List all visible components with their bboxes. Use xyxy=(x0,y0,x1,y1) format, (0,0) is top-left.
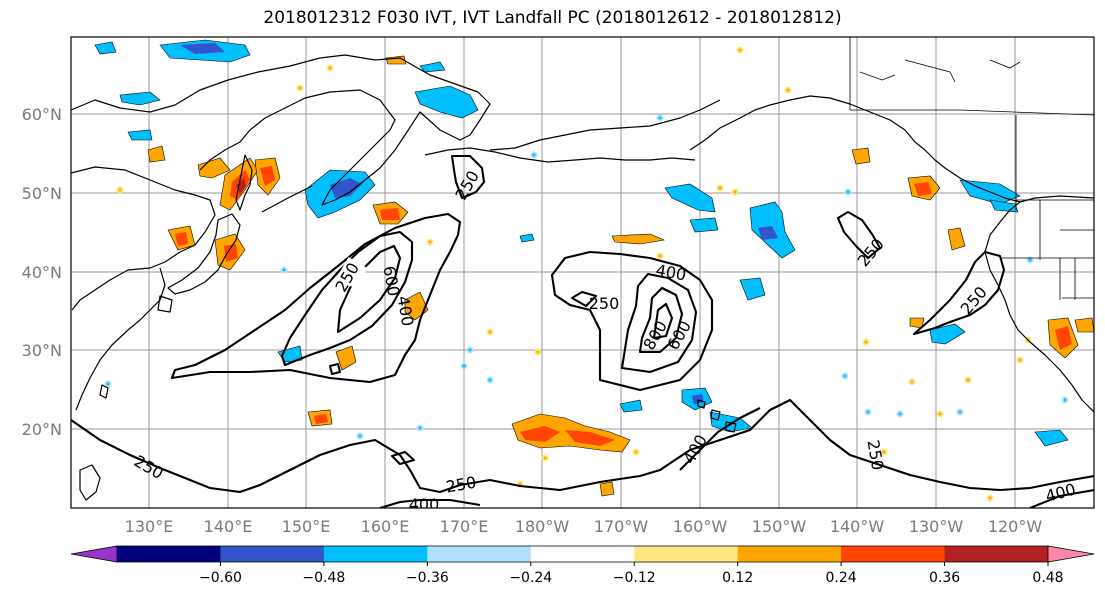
lat-label: 40°N xyxy=(22,263,62,282)
colorbar-segment xyxy=(427,546,532,562)
map-title: 2018012312 F030 IVT, IVT Landfall PC (20… xyxy=(263,8,842,28)
colorbar-extend-low xyxy=(70,545,118,563)
map-frame xyxy=(70,36,1095,509)
colorbar-tick-label: −0.24 xyxy=(509,570,552,586)
colorbar-segment xyxy=(841,546,946,562)
colorbar-segment xyxy=(117,546,221,562)
lon-label: 180°W xyxy=(515,517,570,536)
colorbar-tick-label: −0.12 xyxy=(613,570,656,586)
graticule xyxy=(71,37,1094,508)
colorbar-tick-label: 0.48 xyxy=(1032,570,1063,586)
lon-label: 170°E xyxy=(440,517,489,536)
latitude-labels: 60°N 50°N 40°N 30°N 20°N xyxy=(22,105,62,439)
colorbar-segment xyxy=(634,546,739,562)
lon-label: 140°W xyxy=(830,517,885,536)
contour-label: 400 xyxy=(409,495,440,514)
colorbar-extend-high xyxy=(1047,545,1095,563)
lat-label: 60°N xyxy=(22,105,62,124)
longitude-labels: 130°E 140°E 150°E 160°E 170°E 180°W 170°… xyxy=(125,517,1043,536)
lon-label: 130°E xyxy=(125,517,174,536)
colorbar-segment xyxy=(323,546,428,562)
colorbar: −0.60 −0.48 −0.36 −0.24 −0.12 0.12 0.24 0.36 0.4… xyxy=(70,545,1095,586)
lon-label: 160°W xyxy=(673,517,728,536)
lon-label: 120°W xyxy=(988,517,1043,536)
colorbar-tick-label: −0.36 xyxy=(406,570,449,586)
colorbar-tick-label: 0.24 xyxy=(826,570,857,586)
coastlines xyxy=(71,54,1094,501)
lat-label: 20°N xyxy=(22,420,62,439)
shading-patches xyxy=(94,39,1094,502)
lon-label: 130°W xyxy=(909,517,964,536)
colorbar-tick-label: −0.60 xyxy=(199,570,242,586)
lat-label: 30°N xyxy=(22,341,62,360)
lon-label: 150°E xyxy=(282,517,331,536)
lon-label: 140°E xyxy=(204,517,253,536)
colorbar-segment xyxy=(944,546,1049,562)
colorbar-tick-label: −0.48 xyxy=(302,570,345,586)
ivt-contours xyxy=(71,154,1094,508)
colorbar-outline xyxy=(117,545,1048,563)
colorbar-tick-label: 0.36 xyxy=(929,570,960,586)
lat-label: 50°N xyxy=(22,184,62,203)
colorbar-segment xyxy=(737,546,842,562)
lon-label: 150°W xyxy=(752,517,807,536)
colorbar-segment xyxy=(530,546,635,562)
contour-label: 250 xyxy=(589,294,620,313)
colorbar-tick-label: 0.12 xyxy=(722,570,753,586)
colorbar-segment xyxy=(220,546,325,562)
lon-label: 170°W xyxy=(594,517,649,536)
lon-label: 160°E xyxy=(361,517,410,536)
political-borders xyxy=(849,37,1094,300)
